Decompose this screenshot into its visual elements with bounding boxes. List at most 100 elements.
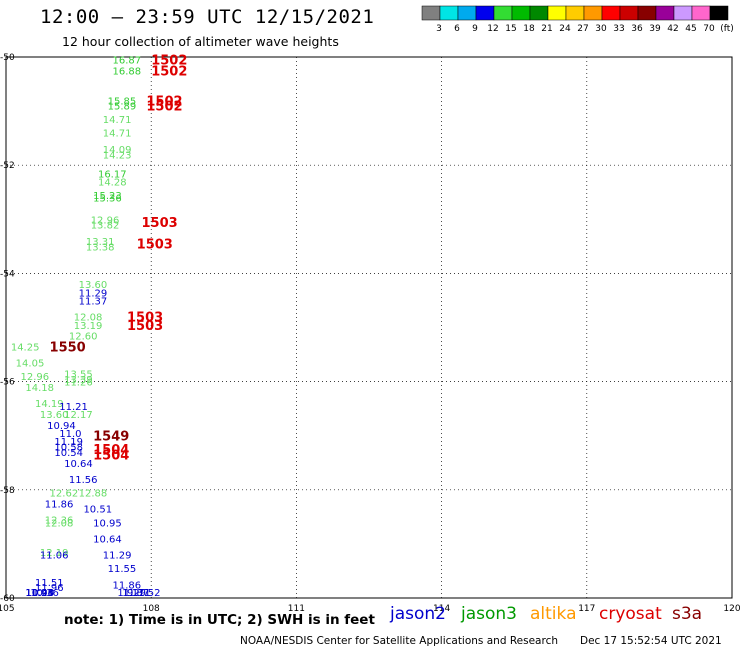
swh-value: 10.64 [64,459,93,470]
plot-border [5,56,733,599]
pass-number: 1502 [146,94,182,109]
swh-value: 10.64 [93,534,122,545]
pass-number: 1503 [142,216,178,231]
footer-note: note: 1) Time is in UTC; 2) SWH is in fe… [64,612,375,628]
swh-value: 11.26 [64,378,93,389]
pass-number: 1503 [127,319,163,334]
scale-swatch [673,5,693,21]
scale-swatch [511,5,531,21]
pass-number: 1503 [127,311,163,326]
pass-labels: 1502150215021502150315031503150315501549… [50,54,188,464]
scale-label: 3 [436,24,442,34]
swh-value: 10.95 [93,518,122,529]
chart-title: 12:00 – 23:59 UTC 12/15/2021 [40,6,375,28]
swh-value: 13.82 [91,221,120,232]
swh-value: 11.29 [103,551,132,562]
swh-value: 12.88 [79,489,108,500]
swh-value: 11.71 [122,588,151,599]
pass-number: 1504 [93,449,129,464]
swh-value: 13.19 [74,321,103,332]
scale-swatch [691,5,711,21]
legend-cryosat: cryosat [599,604,662,624]
y-tick-label: -54 [0,269,15,279]
swh-value: 12.17 [64,410,93,421]
scale-label: 21 [541,24,552,34]
legend-jason3: jason3 [461,604,517,624]
swh-value: 11.28 [25,588,54,599]
scale-label: 33 [613,24,624,34]
legend-s3a: s3a [672,604,703,624]
swh-value: 11.56 [69,475,98,486]
scale-label: 6 [454,24,460,34]
x-tick-label: 105 [0,604,15,614]
scale-swatch [493,5,513,21]
scale-label: 9 [472,24,478,34]
scale-swatch [601,5,621,21]
plot-frame [5,56,733,599]
color-scale: 3 6 9 12 15 18 21 24 27 30 33 36 39 42 45 70 (ft) [421,5,734,34]
scale-label: (ft) [720,24,734,34]
scale-swatch [709,5,729,21]
scale-label: 12 [487,24,498,34]
swh-value: 16.88 [112,67,141,78]
swh-value: 13.38 [86,242,115,253]
scale-swatch [637,5,657,21]
swh-value: 11.37 [79,296,108,307]
swh-value: 11.29 [79,288,108,299]
swh-value: 16.17 [98,169,127,180]
y-tick-label: -50 [0,53,15,63]
swh-value: 14.71 [103,115,132,126]
swh-value: 11.55 [108,564,137,575]
scale-label: 27 [577,24,588,34]
swh-value: 11.19 [54,437,83,448]
scale-label: 39 [649,24,661,34]
swh-value: 10.54 [54,448,83,459]
credit-timestamp: Dec 17 15:52:54 UTC 2021 [580,635,722,647]
scale-swatch [565,5,585,21]
swh-value: 14.18 [25,383,54,394]
swh-value: 12.96 [91,215,120,226]
swh-value: 11.21 [59,402,88,413]
y-tick-label: -58 [0,486,15,496]
legend-jason2: jason2 [390,604,446,624]
swh-value: 11.51 [35,578,64,589]
swh-value: 12.96 [21,372,50,383]
swh-value: 11.86 [45,499,74,510]
x-tick-label: 117 [578,604,595,614]
swh-value: 11.86 [112,580,141,591]
swh-value: 10.36 [30,588,59,599]
swh-value: 14.71 [103,129,132,140]
swh-value: 11.29 [117,588,146,599]
swh-value: 16.87 [112,56,141,67]
x-tick-label: 108 [143,604,160,614]
swh-value: 13.39 [64,375,93,386]
swh-value: 12.19 [40,548,69,559]
swh-value: 11.0 [59,429,81,440]
scale-swatch [583,5,603,21]
scale-label: 18 [523,24,535,34]
scale-swatch [619,5,639,21]
swh-value: 14.19 [35,399,64,410]
swh-value: 14.23 [103,150,132,161]
scale-swatch [475,5,495,21]
scale-swatch [421,5,441,21]
y-tick-label: -56 [0,378,15,388]
swh-value: 15.89 [108,102,137,113]
swh-value: 11.96 [35,583,64,594]
swh-value: 12.60 [69,332,98,343]
x-tick-label: 111 [288,604,305,614]
chart-subtitle: 12 hour collection of altimeter wave hei… [62,34,339,49]
pass-number: 1504 [93,443,129,458]
swh-value: 15.36 [93,194,122,205]
swh-value: 13.55 [64,369,93,380]
pass-number: 1502 [151,54,187,69]
x-tick-label: 120 [723,604,740,614]
swh-value: 13.60 [40,410,69,421]
pass-number: 1502 [146,100,182,115]
swh-value: 15.85 [108,96,137,107]
swh-value: 14.28 [98,177,127,188]
swh-value: 12.08 [45,518,74,529]
swh-value: 10.51 [83,505,112,516]
swh-value: 10.45 [25,588,54,599]
